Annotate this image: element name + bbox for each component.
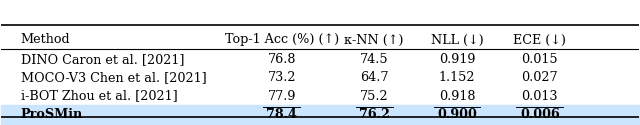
Text: 0.919: 0.919 [439, 53, 476, 66]
Text: 76.8: 76.8 [268, 53, 296, 66]
Text: 64.7: 64.7 [360, 72, 388, 85]
Text: 1.152: 1.152 [439, 72, 476, 85]
Text: 78.4: 78.4 [266, 108, 297, 121]
Text: NLL (↓): NLL (↓) [431, 34, 483, 46]
Text: 0.918: 0.918 [439, 90, 476, 103]
Text: 0.900: 0.900 [437, 108, 477, 121]
Text: 77.9: 77.9 [268, 90, 296, 103]
Text: i-BOT Zhou et al. [2021]: i-BOT Zhou et al. [2021] [20, 90, 177, 103]
Bar [1, 105, 639, 125]
Text: ECE (↓): ECE (↓) [513, 34, 566, 46]
Text: 75.2: 75.2 [360, 90, 388, 103]
Text: Method: Method [20, 34, 70, 46]
Text: 74.5: 74.5 [360, 53, 388, 66]
Text: 0.027: 0.027 [522, 72, 558, 85]
Text: MOCO-V3 Chen et al. [2021]: MOCO-V3 Chen et al. [2021] [20, 72, 206, 85]
Text: 0.013: 0.013 [522, 90, 558, 103]
Text: Top-1 Acc (%) (↑): Top-1 Acc (%) (↑) [225, 34, 339, 46]
Text: 76.2: 76.2 [359, 108, 390, 121]
Text: 0.015: 0.015 [522, 53, 558, 66]
Text: κ-NN (↑): κ-NN (↑) [344, 34, 404, 46]
Text: DINO Caron et al. [2021]: DINO Caron et al. [2021] [20, 53, 184, 66]
Text: ProSMin: ProSMin [20, 108, 83, 121]
Text: 0.006: 0.006 [520, 108, 560, 121]
Text: 73.2: 73.2 [268, 72, 296, 85]
